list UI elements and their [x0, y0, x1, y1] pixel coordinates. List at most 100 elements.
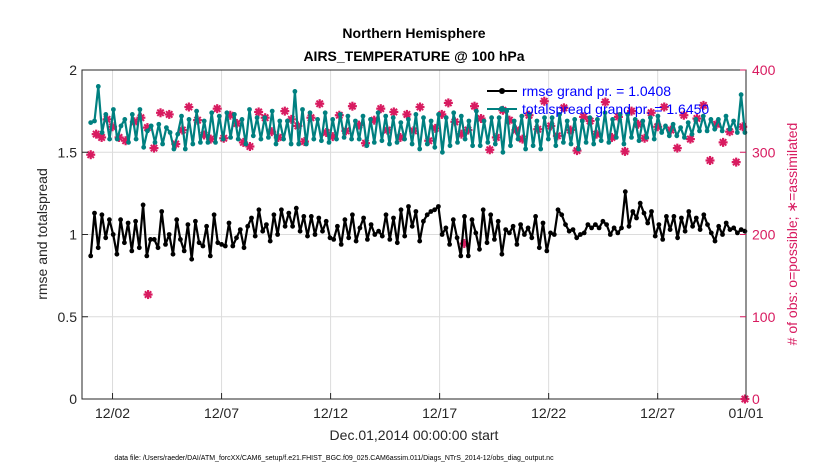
spread-point: [530, 143, 536, 149]
y2-tick-label: 200: [752, 227, 776, 243]
rmse-point: [574, 235, 580, 241]
spread-point: [742, 130, 748, 135]
spread-point: [640, 118, 646, 124]
spread-point: [269, 108, 275, 114]
obs-point-stroke: [144, 290, 152, 299]
ticks: 12/02 12/07 12/12 12/17 12/22 12/27 01/0100.51…: [58, 62, 776, 421]
spread-point: [689, 131, 695, 137]
spread-point: [111, 107, 116, 112]
spread-point: [636, 138, 642, 144]
spread-point: [602, 110, 608, 116]
rmse-point: [249, 215, 254, 221]
spread-point: [644, 135, 649, 140]
rmse-point: [107, 217, 112, 223]
spread-point: [228, 135, 234, 140]
rmse-point: [114, 251, 120, 257]
rmse-point: [230, 243, 236, 249]
x-tick-label: 12/22: [531, 405, 566, 421]
rmse-point: [267, 238, 273, 244]
spread-point: [666, 133, 672, 139]
rmse-point: [682, 228, 688, 234]
obs-point: [485, 145, 495, 155]
rmse-point: [637, 200, 643, 206]
spread-point: [122, 117, 128, 122]
rmse-point: [383, 212, 389, 218]
spread-point: [659, 130, 665, 135]
obs-point-stroke: [540, 97, 549, 106]
spread-point: [99, 130, 105, 135]
spread-point: [247, 107, 252, 112]
spread-point: [126, 140, 131, 145]
spread-point: [727, 126, 733, 132]
rmse-point: [675, 235, 680, 241]
rmse-point: [436, 204, 441, 209]
rmse-point: [320, 228, 325, 234]
rmse-point: [656, 222, 662, 228]
rmse-point: [290, 223, 295, 229]
rmse-point: [607, 232, 613, 237]
spread-point: [148, 123, 154, 129]
spread-point: [481, 118, 487, 124]
spread-point: [470, 143, 475, 149]
spread-point: [364, 143, 370, 149]
rmse-point: [125, 220, 131, 226]
rmse-point: [712, 238, 718, 244]
spread-point: [538, 146, 544, 152]
obs-point-stroke: [348, 102, 357, 111]
rmse-point: [424, 212, 430, 218]
rmse-point: [738, 227, 744, 233]
spread-point: [485, 140, 491, 145]
rmse-point: [342, 217, 348, 223]
rmse-point: [421, 218, 426, 224]
rmse-point: [245, 223, 251, 229]
obs-point: [164, 109, 174, 119]
spread-point: [394, 140, 400, 145]
spread-point: [462, 136, 468, 142]
rmse-point: [159, 209, 165, 214]
rmse-point: [495, 218, 501, 224]
obs-point: [672, 143, 682, 153]
spread-point: [209, 110, 215, 116]
rmse-point: [133, 218, 139, 224]
rmse-point: [652, 233, 658, 239]
obs-point: [415, 102, 425, 112]
spread-point: [515, 136, 521, 142]
spread-point: [685, 120, 691, 125]
rmse-point: [503, 227, 509, 233]
spread-point: [682, 135, 687, 140]
rmse-point: [735, 230, 740, 236]
rmse-point: [181, 248, 187, 254]
obs-point: [143, 290, 153, 300]
spread-point: [500, 149, 506, 155]
rmse-point: [742, 228, 748, 234]
spread-point: [572, 117, 578, 122]
rmse-point: [312, 232, 318, 237]
rmse-point: [492, 237, 497, 242]
spread-point: [561, 140, 566, 145]
spread-point: [107, 136, 112, 142]
spread-point: [421, 115, 426, 121]
spread-point: [568, 141, 574, 147]
obs-point: [443, 98, 453, 108]
rmse-point: [693, 215, 699, 221]
spread-point: [738, 92, 744, 98]
rmse-point: [600, 218, 606, 224]
spread-point: [564, 118, 570, 124]
spread-point: [700, 113, 706, 119]
x-tick-label: 12/17: [422, 405, 457, 421]
rmse-point: [293, 205, 299, 211]
spread-point: [678, 125, 683, 130]
spread-point: [595, 117, 600, 122]
legend-rmse-marker: [499, 88, 505, 94]
rmse-point: [630, 209, 636, 214]
spread-point: [708, 117, 714, 122]
spread-point: [716, 117, 721, 122]
spread-point: [334, 136, 339, 142]
spread-point: [360, 113, 366, 119]
obs-point: [280, 106, 290, 116]
obs-point-stroke: [97, 133, 106, 142]
obs-point: [559, 103, 569, 113]
rmse-point: [604, 222, 609, 228]
obs-point-stroke: [254, 108, 263, 116]
spread-point: [322, 110, 328, 116]
